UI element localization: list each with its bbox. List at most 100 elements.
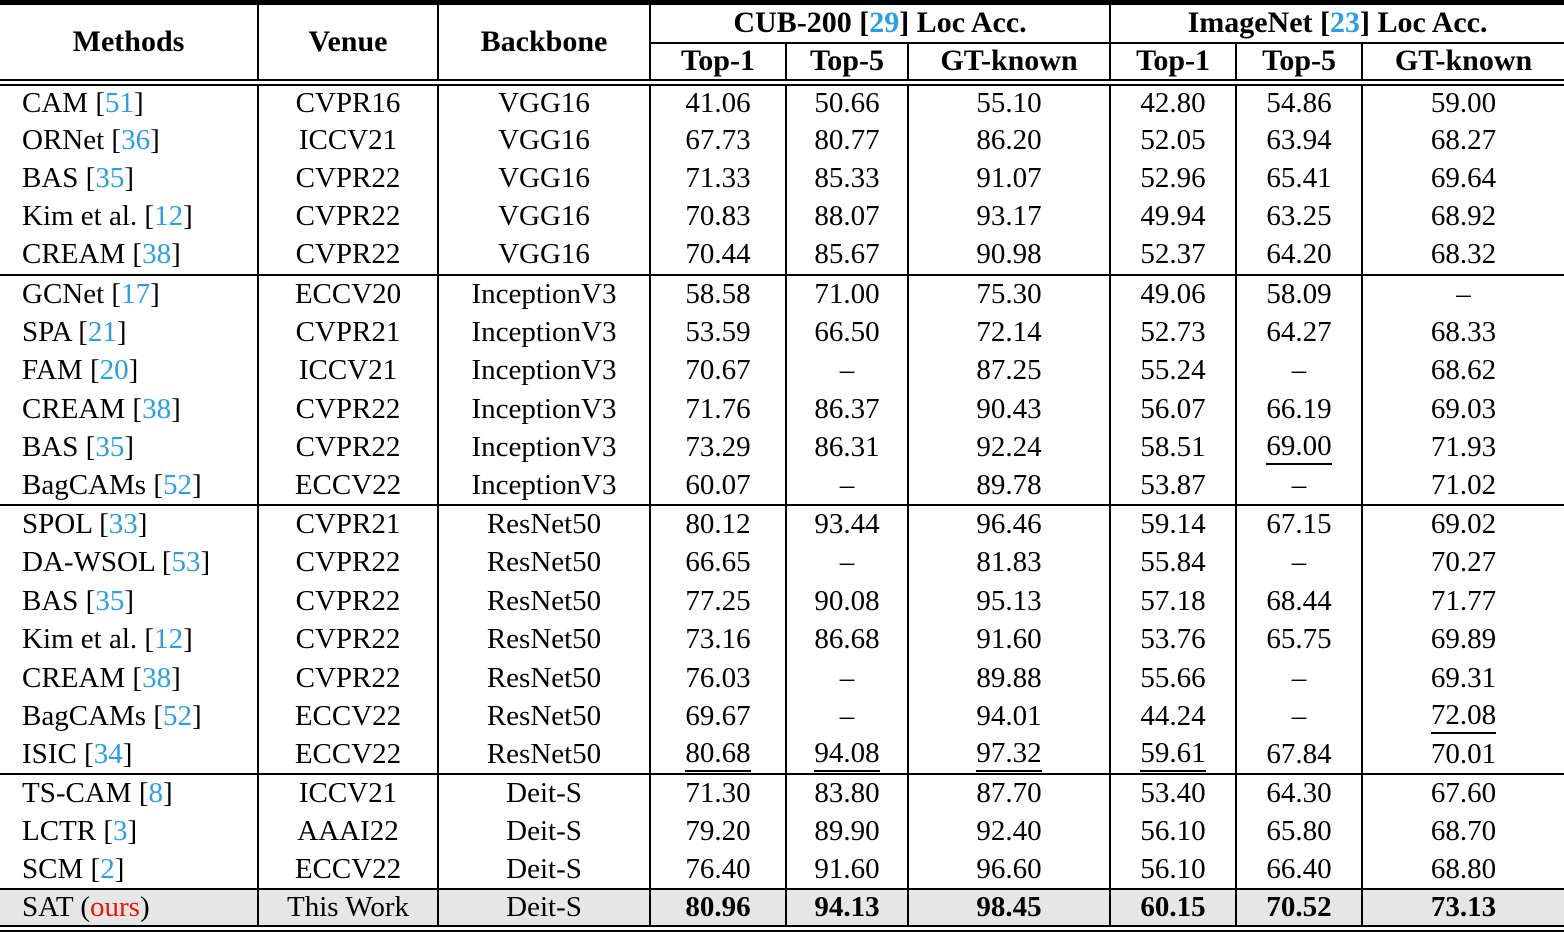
col-header-cub-top1: Top-1: [649, 42, 786, 86]
cell-method: TS-CAM [8]: [22, 777, 173, 810]
table-row: SAT (ours) This Work Deit-S 80.96 94.13 98.45…: [0, 889, 1564, 932]
citation-link[interactable]: 38: [142, 238, 172, 271]
cell-venue: ICCV21: [257, 351, 438, 390]
cell-value: 80.77: [785, 120, 908, 160]
cell-method: BagCAMs [52]: [22, 699, 202, 732]
cell-value: 71.30: [649, 774, 786, 813]
citation-link[interactable]: 23: [1330, 6, 1361, 40]
cell-backbone: InceptionV3: [437, 351, 650, 390]
citation-link[interactable]: 8: [148, 777, 164, 810]
cell-value: 65.80: [1235, 812, 1363, 851]
cell-method: LCTR [3]: [22, 815, 138, 848]
cell-value: 73.29: [649, 428, 786, 467]
cell-value: 64.20: [1235, 236, 1363, 276]
cell-value: 52.37: [1109, 236, 1237, 276]
cell-venue: CVPR22: [257, 236, 438, 276]
cell-venue: CVPR22: [257, 428, 438, 467]
citation-link[interactable]: 51: [105, 86, 134, 119]
imagenet-label-post: ] Loc Acc.: [1360, 6, 1488, 40]
col-header-cub-top5: Top-5: [785, 42, 908, 86]
cell-method: Kim et al. [12]: [22, 623, 193, 656]
cell-value: 49.94: [1109, 197, 1237, 237]
citation-link[interactable]: 52: [163, 699, 192, 732]
col-header-methods: Methods: [0, 2, 258, 86]
cell-value: 67.60: [1361, 774, 1564, 813]
cell-value: 63.94: [1235, 120, 1363, 160]
citation-link[interactable]: 20: [99, 354, 129, 387]
citation-link[interactable]: 2: [100, 853, 115, 886]
cell-value: 73.13: [1361, 889, 1564, 932]
cell-value: 69.03: [1361, 389, 1564, 429]
citation-link[interactable]: 17: [121, 277, 151, 310]
cell-backbone: Deit-S: [437, 889, 650, 932]
citation-link[interactable]: 52: [163, 468, 192, 501]
cell-value: 80.68: [649, 735, 786, 776]
cell-value: –: [1235, 351, 1363, 390]
cell-value: 70.01: [1361, 735, 1564, 776]
citation-link[interactable]: 34: [93, 737, 123, 770]
cell-method: BAS [35]: [22, 431, 135, 463]
cell-backbone: VGG16: [437, 236, 650, 276]
cell-method: GCNet [17]: [22, 277, 160, 310]
citation-link[interactable]: 35: [95, 584, 125, 617]
cell-value: –: [1235, 697, 1363, 736]
underlined-value: 94.08: [814, 737, 880, 773]
cell-value: 71.02: [1361, 466, 1564, 507]
table-row: GCNet [17] ECCV20 InceptionV3 58.58 71.00 75.…: [0, 274, 1564, 314]
cell-value: 68.62: [1361, 351, 1564, 390]
cell-value: 69.89: [1361, 620, 1564, 659]
citation-link[interactable]: 38: [142, 661, 172, 694]
cell-value: 50.66: [785, 82, 908, 121]
cell-value: 93.44: [785, 505, 908, 544]
cell-value: 77.25: [649, 581, 786, 621]
cell-value: 56.10: [1109, 850, 1237, 891]
cell-value: 69.02: [1361, 505, 1564, 544]
citation-link[interactable]: 29: [869, 6, 900, 40]
citation-link[interactable]: 12: [154, 200, 184, 233]
cell-value: 66.50: [785, 313, 908, 352]
cell-value: 80.96: [649, 889, 786, 932]
cell-method: SPOL [33]: [22, 508, 148, 541]
citation-link[interactable]: 21: [87, 315, 117, 348]
cell-value: 56.07: [1109, 389, 1237, 429]
cell-venue: CVPR22: [257, 620, 438, 659]
cell-value: 91.60: [785, 850, 908, 891]
cell-method: CREAM [38]: [22, 392, 181, 425]
cell-value: 63.25: [1235, 197, 1363, 237]
cell-value: 70.44: [649, 236, 786, 276]
imagenet-label-pre: ImageNet [: [1187, 6, 1331, 40]
cell-value: 86.20: [906, 120, 1111, 160]
cell-value: 68.27: [1361, 120, 1564, 160]
cell-value: –: [1235, 466, 1363, 507]
citation-link[interactable]: 35: [95, 431, 125, 463]
cell-value: 87.70: [906, 774, 1111, 813]
cell-value: 64.27: [1235, 313, 1363, 352]
table-row: ISIC [34] ECCV22 ResNet50 80.68 94.08 97.32 59…: [0, 735, 1564, 776]
cell-value: 88.07: [785, 197, 908, 237]
citation-link[interactable]: 35: [95, 162, 125, 195]
col-header-imagenet-top5: Top-5: [1235, 42, 1363, 86]
cell-venue: CVPR22: [257, 389, 438, 429]
citation-link[interactable]: 53: [171, 546, 201, 579]
cell-value: 87.25: [906, 351, 1111, 390]
cell-value: 57.18: [1109, 581, 1237, 621]
cell-backbone: VGG16: [437, 82, 650, 121]
cell-value: –: [785, 697, 908, 736]
cell-method: BAS [35]: [22, 162, 135, 195]
cell-method: ORNet [36]: [22, 123, 160, 156]
cell-value: 86.31: [785, 428, 908, 467]
cell-value: 69.67: [649, 697, 786, 736]
cell-venue: CVPR22: [257, 658, 438, 698]
citation-link[interactable]: 33: [108, 508, 138, 541]
cell-value: 90.43: [906, 389, 1111, 429]
citation-link[interactable]: 36: [121, 123, 151, 156]
col-header-venue: Venue: [257, 2, 438, 86]
table-row: ORNet [36] ICCV21 VGG16 67.73 80.77 86.20 52.0…: [0, 120, 1564, 160]
cell-method: Kim et al. [12]: [22, 200, 193, 233]
citation-link[interactable]: 38: [142, 392, 172, 425]
citation-link[interactable]: 3: [113, 815, 128, 848]
underlined-value: 69.00: [1266, 430, 1332, 466]
citation-link[interactable]: 12: [154, 623, 184, 656]
table-row: SCM [2] ECCV22 Deit-S 76.40 91.60 96.60 56.10 6…: [0, 850, 1564, 891]
